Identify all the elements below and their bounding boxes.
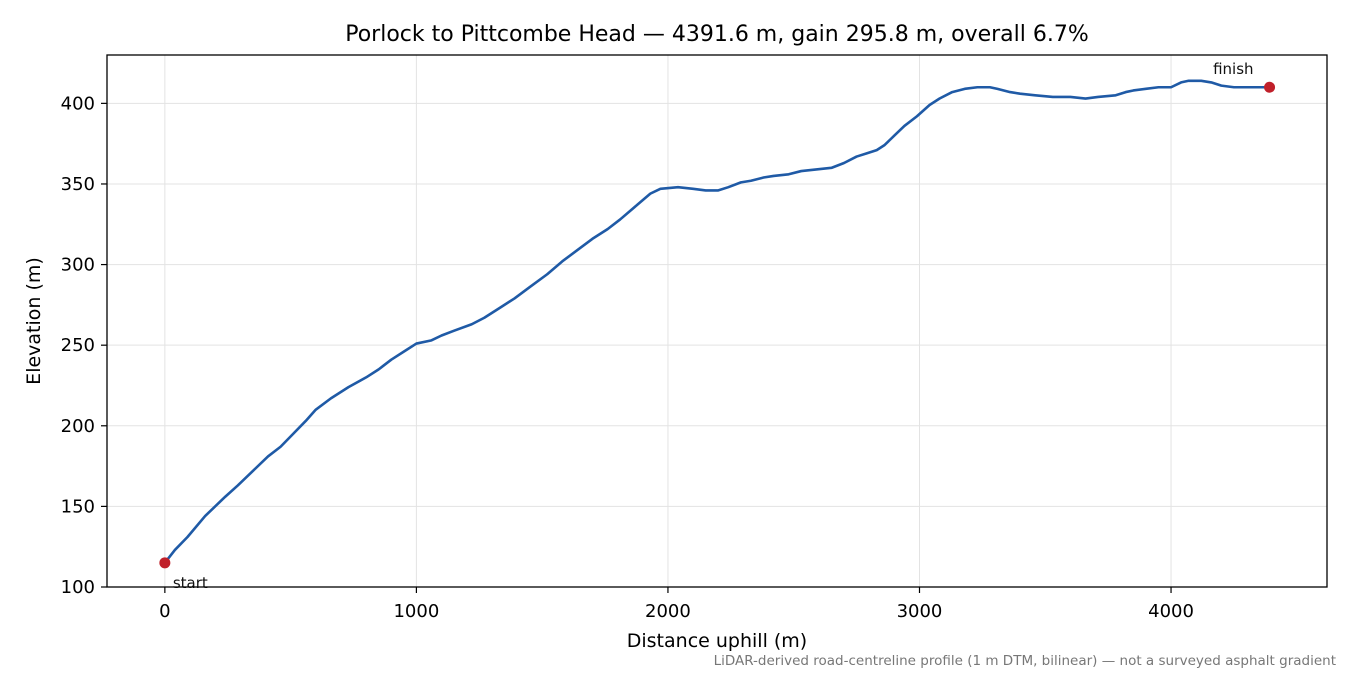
start-marker (159, 557, 171, 569)
y-tick-label: 350 (61, 174, 95, 195)
y-tick-label: 300 (61, 255, 95, 276)
x-axis-label: Distance uphill (m) (627, 630, 807, 652)
y-tick-label: 100 (61, 577, 95, 598)
y-tick-label: 150 (61, 496, 95, 517)
axis-ticks: 0 1000 2000 3000 4000 100 150 200 250 300 350 400 (61, 93, 1194, 622)
x-tick-label: 0 (159, 601, 170, 622)
finish-marker (1264, 81, 1276, 93)
y-axis-label: Elevation (m) (23, 257, 45, 385)
x-tick-label: 4000 (1148, 601, 1194, 622)
start-label: start (173, 574, 208, 592)
grid (107, 55, 1327, 588)
x-tick-label: 3000 (897, 601, 943, 622)
chart-title: Porlock to Pittcombe Head — 4391.6 m, ga… (345, 22, 1089, 47)
y-tick-label: 250 (61, 335, 95, 356)
plot-frame (106, 54, 1328, 588)
finish-label: finish (1213, 60, 1253, 78)
x-tick-label: 1000 (393, 601, 439, 622)
x-tick-label: 2000 (645, 601, 691, 622)
y-tick-label: 400 (61, 93, 95, 114)
elevation-profile-line (163, 79, 1271, 565)
y-tick-label: 200 (61, 416, 95, 437)
footnote: LiDAR-derived road-centreline profile (1… (714, 653, 1336, 669)
